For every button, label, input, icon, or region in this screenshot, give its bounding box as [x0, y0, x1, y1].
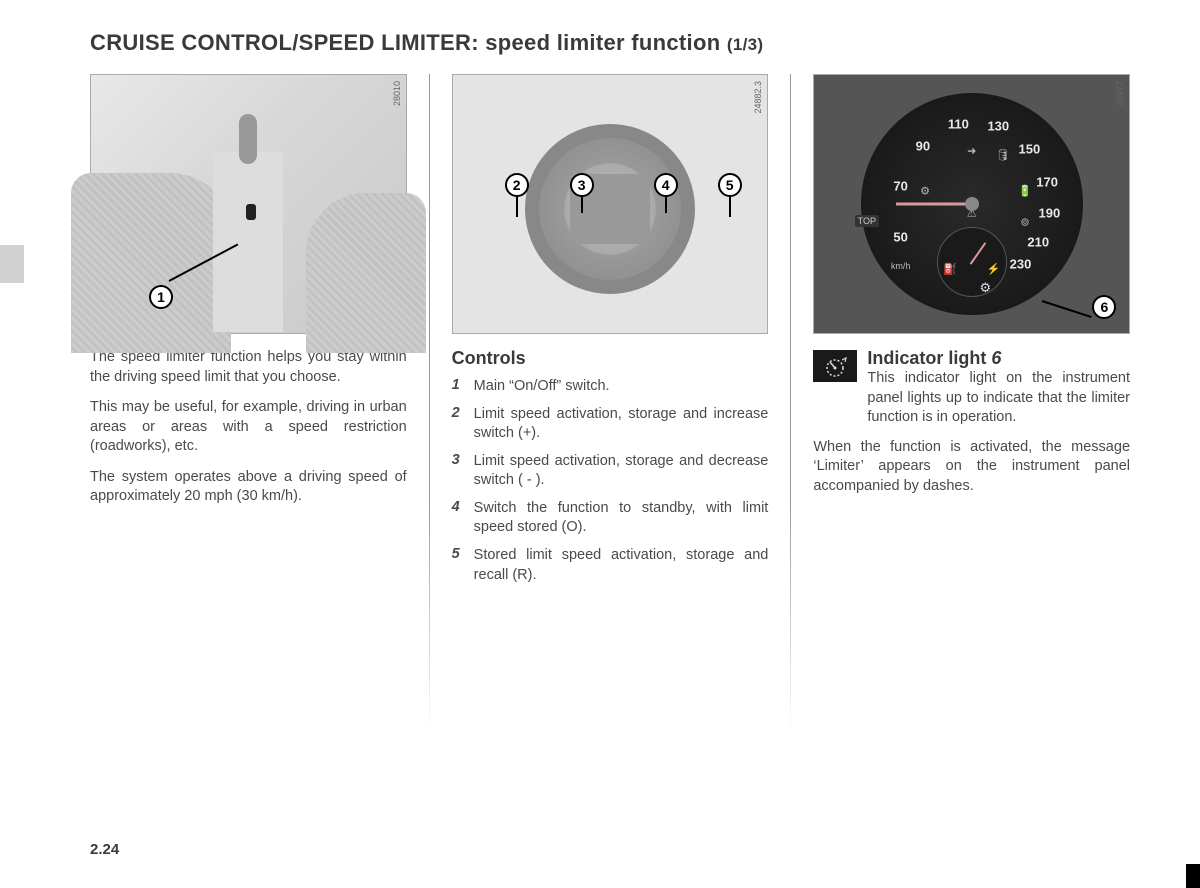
- callout-6: 6: [1092, 295, 1116, 319]
- interior-illustration: [91, 75, 406, 333]
- col1-p2: This may be useful, for example, driving…: [90, 398, 407, 457]
- stop-label: TOP: [855, 215, 879, 227]
- column-3: 50 70 90 110 130 150 170 190 210 230 ➜ 🛢…: [813, 74, 1130, 734]
- col1-p3: The system operates above a driving spee…: [90, 468, 407, 507]
- callout-4: 4: [654, 173, 678, 197]
- page-number: 2.24: [90, 841, 119, 858]
- figure-2: 24882.3 2 3 4 5: [452, 74, 769, 334]
- title-main: CRUISE CONTROL/SPEED LIMITER:: [90, 30, 479, 55]
- col1-text: The speed limiter function helps you sta…: [90, 348, 407, 507]
- manual-page: CRUISE CONTROL/SPEED LIMITER: speed limi…: [0, 0, 1200, 888]
- figure-1-id: 28010: [392, 81, 402, 106]
- list-item: 4Switch the function to standby, with li…: [452, 499, 769, 538]
- callout-1: 1: [149, 285, 173, 309]
- limiter-icon: [813, 350, 857, 382]
- columns: 28010 1 The speed limiter function helps…: [90, 74, 1130, 734]
- title-sub: speed limiter function: [485, 30, 720, 55]
- speedometer-illustration: 50 70 90 110 130 150 170 190 210 230 ➜ 🛢…: [857, 89, 1087, 319]
- indicator-heading: Indicator light 6: [867, 348, 1130, 369]
- col1-p1: The speed limiter function helps you sta…: [90, 348, 407, 387]
- column-divider-1: [429, 74, 430, 734]
- title-pager: (1/3): [727, 35, 763, 54]
- col3-p1: This indicator light on the instrument p…: [867, 369, 1130, 428]
- controls-list: 1Main “On/Off” switch. 2Limit speed acti…: [452, 377, 769, 585]
- figure-2-id: 24882.3: [753, 81, 763, 114]
- page-title: CRUISE CONTROL/SPEED LIMITER: speed limi…: [90, 30, 1130, 56]
- figure-3-id: 28977: [1115, 81, 1125, 106]
- col3-text: When the function is activated, the mess…: [813, 438, 1130, 497]
- indicator-heading-row: Indicator light 6 This indicator light o…: [813, 348, 1130, 428]
- list-item: 3Limit speed activation, storage and dec…: [452, 452, 769, 491]
- controls-heading: Controls: [452, 348, 769, 369]
- callout-3: 3: [570, 173, 594, 197]
- column-2: 24882.3 2 3 4 5 Controls 1Main “On/Off” …: [452, 74, 769, 734]
- corner-crop-mark: [1186, 864, 1200, 888]
- steering-wheel-illustration: [525, 124, 695, 294]
- figure-1: 28010 1: [90, 74, 407, 334]
- figure-3: 50 70 90 110 130 150 170 190 210 230 ➜ 🛢…: [813, 74, 1130, 334]
- list-item: 5Stored limit speed activation, storage …: [452, 546, 769, 585]
- column-1: 28010 1 The speed limiter function helps…: [90, 74, 407, 734]
- col3-p2: When the function is activated, the mess…: [813, 438, 1130, 497]
- list-item: 1Main “On/Off” switch.: [452, 377, 769, 397]
- column-divider-2: [790, 74, 791, 734]
- callout-2: 2: [505, 173, 529, 197]
- callout-5: 5: [718, 173, 742, 197]
- list-item: 2Limit speed activation, storage and inc…: [452, 405, 769, 444]
